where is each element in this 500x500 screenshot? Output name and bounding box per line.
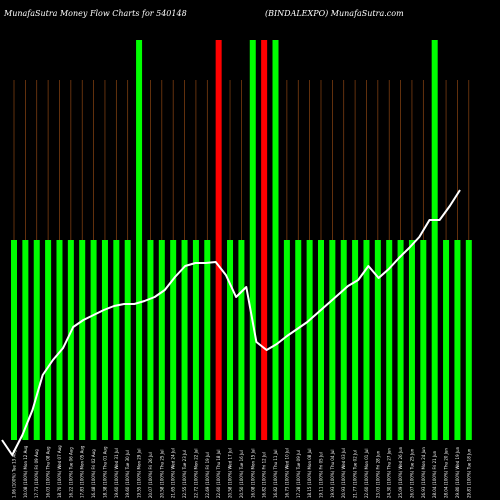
inflow-bar <box>158 240 165 440</box>
x-tick-label: 25.09 (100%) Wed 26 Jun <box>398 446 403 498</box>
inflow-bar <box>420 240 427 440</box>
inflow-bar <box>329 240 336 440</box>
x-tick-label: 16.08 (100%) Mon 15 Jul <box>250 449 255 498</box>
inflow-bar <box>192 240 199 440</box>
inflow-bar <box>90 240 97 440</box>
inflow-bar <box>374 240 381 440</box>
x-tick-label: 23.03 (100%) Fri 28 Jun <box>375 450 380 498</box>
x-tick-label: 18.70 (100%) Wed 07 Aug <box>57 445 62 498</box>
x-tick-label: 28.04 (100%) Fri 21 Jun <box>432 450 437 498</box>
x-tick-label: 22.69 (100%) Fri 19 Jul <box>205 452 210 498</box>
x-tick-label: 19.93 (100%) Thu 04 Jul <box>330 449 335 498</box>
inflow-bar <box>431 40 438 440</box>
x-tick-label: 20.93 (100%) Wed 03 Jul <box>341 448 346 498</box>
inflow-bar <box>11 240 17 440</box>
inflow-bar <box>363 240 370 440</box>
x-tick-label: 22.60 (100%) Thu 18 Jul <box>216 449 221 498</box>
inflow-bar <box>408 240 415 440</box>
x-tick-label: 20.07 (100%) Fri 26 Jul <box>148 452 153 498</box>
inflow-bar <box>113 240 120 440</box>
inflow-bar <box>101 240 108 440</box>
x-tick-label: 16.03 (100%) Thu 08 Aug <box>46 446 51 498</box>
x-tick-label: 22.55 (100%) Tue 23 Jul <box>182 450 187 498</box>
x-axis-labels: 1.06 (100%) Tue 13 Aug 10.08 (100%) Mon 1… <box>12 445 472 498</box>
x-tick-label: 22.60 (100%) Mon 01 Jul <box>364 449 369 498</box>
x-tick-label: 24.30 (100%) Thu 27 Jun <box>387 448 392 498</box>
x-tick-label: 16.73 (100%) Wed 10 Jul <box>284 448 289 498</box>
inflow-bar <box>181 240 188 440</box>
x-tick-label: 29.80 (100%) Wed 19 Jun <box>455 446 460 498</box>
inflow-bar <box>67 240 74 440</box>
x-tick-label: 16.22 (100%) Tue 06 Aug <box>68 447 73 498</box>
inflow-bar <box>443 240 450 440</box>
money-flow-line <box>1 189 461 456</box>
x-tick-label: 16.82 (100%) Thu 11 Jul <box>273 449 278 498</box>
x-tick-label: 28.04 (100%) Thu 20 Jun <box>444 448 449 498</box>
inflow-bar <box>306 240 313 440</box>
inflow-bar <box>465 240 472 440</box>
x-tick-label: 16.48 (100%) Fri 02 Aug <box>91 449 96 498</box>
inflow-bar <box>170 240 177 440</box>
inflow-bar <box>33 240 40 440</box>
x-tick-label: 17.83 (100%) Mon 05 Aug <box>80 445 85 498</box>
x-tick-label: 20.50 (100%) Tue 16 Jul <box>239 450 244 498</box>
inflow-bar <box>272 40 279 440</box>
inflow-bar <box>22 240 29 440</box>
inflow-bar <box>45 240 52 440</box>
x-tick-label: 20.58 (100%) Wed 17 Jul <box>228 448 233 498</box>
inflow-bar <box>352 240 359 440</box>
inflow-bar <box>56 240 63 440</box>
inflow-bar <box>317 240 324 440</box>
x-tick-label: 19.60 (100%) Wed 31 Jul <box>114 448 119 498</box>
x-tick-label: 21.77 (100%) Tue 02 Jul <box>353 450 358 498</box>
x-tick-label: 16.82 (100%) Fri 12 Jul <box>262 452 267 498</box>
x-tick-label: 20.58 (100%) Thu 25 Jul <box>159 449 164 498</box>
x-tick-label: 10.08 (100%) Mon 12 Aug <box>23 445 28 498</box>
x-tick-label: 18.38 (100%) Thu 01 Aug <box>102 446 107 498</box>
inflow-bar <box>249 40 256 440</box>
inflow-bar <box>454 240 461 440</box>
inflow-bar <box>204 240 211 440</box>
x-tick-label: 17.73 (100%) Fri 09 Aug <box>34 449 39 498</box>
inflow-bar <box>386 240 393 440</box>
x-tick-label: 21.65 (100%) Wed 24 Jul <box>171 448 176 498</box>
x-tick-label: 19.55 (100%) Mon 29 Jul <box>137 449 142 498</box>
inflow-bar <box>147 240 154 440</box>
inflow-bar <box>136 40 143 440</box>
chart-title-right: (BINDALEXPO) MunafaSutra.com <box>265 9 404 18</box>
x-tick-label: 18.15 (100%) Mon 08 Jul <box>307 449 312 498</box>
bar-series <box>11 40 472 440</box>
inflow-bar <box>124 240 131 440</box>
chart-title-left: MunafaSutra Money Flow Charts for 540148 <box>4 9 187 18</box>
outflow-bar <box>215 40 222 440</box>
outflow-bar <box>261 40 268 440</box>
x-tick-label: 26.93 (100%) Mon 24 Jun <box>421 447 426 498</box>
inflow-bar <box>79 240 86 440</box>
x-tick-label: 19.11 (100%) Fri 05 Jul <box>318 452 323 498</box>
x-tick-label: 26.07 (100%) Tue 25 Jun <box>409 448 414 498</box>
x-tick-label: 1.06 (100%) Tue 13 Aug <box>12 449 17 498</box>
inflow-bar <box>238 240 245 440</box>
inflow-bar <box>295 240 302 440</box>
inflow-bar <box>227 240 234 440</box>
inflow-bar <box>397 240 404 440</box>
inflow-bar <box>283 240 290 440</box>
x-tick-label: 17.28 (100%) Tue 09 Jul <box>296 450 301 498</box>
inflow-bar <box>340 240 347 440</box>
x-tick-label: 22.72 (100%) Mon 22 Jul <box>193 449 198 498</box>
x-tick-label: 19.60 (100%) Tue 30 Jul <box>125 450 130 498</box>
x-tick-label: 29.81 (100%) Tue 18 Jun <box>466 448 471 498</box>
